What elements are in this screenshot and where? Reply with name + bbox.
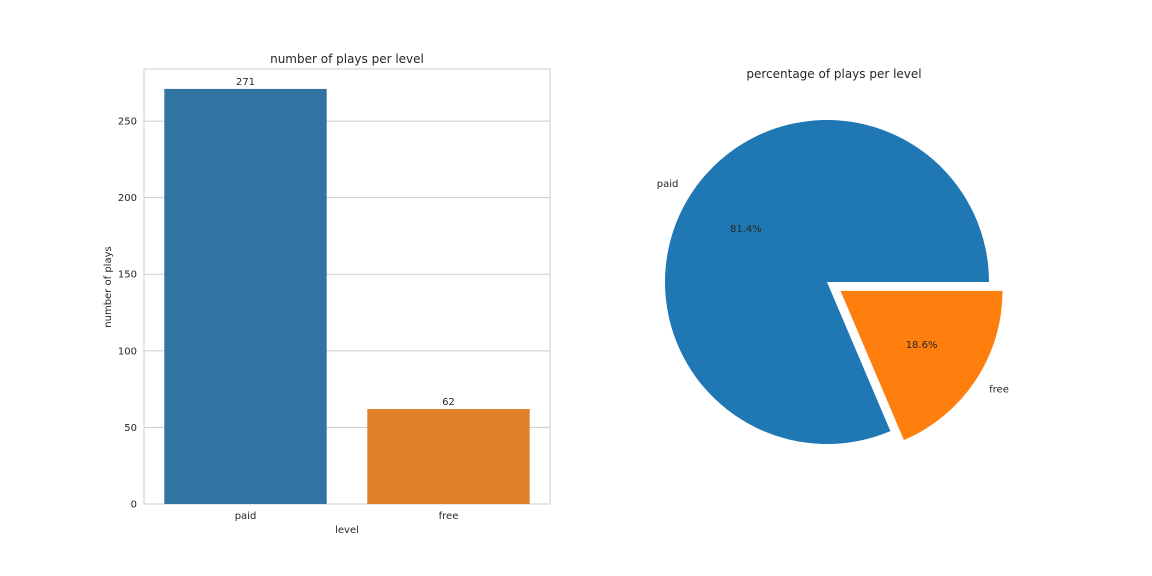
pie-category-label: paid [657, 179, 679, 190]
bar-x-tick-label: free [439, 511, 459, 522]
bar-y-axis-label: number of plays [103, 246, 114, 327]
pie-chart-title: percentage of plays per level [746, 67, 921, 81]
bar-y-tick-label: 250 [118, 117, 137, 128]
bar-data-label: 62 [442, 397, 455, 408]
bar-chart-title: number of plays per level [270, 52, 424, 66]
bar-chart: 0 50 100 150 200 250 paid free 271 62 number of… [103, 52, 551, 536]
pie-labels: paid 81.4% free 18.6% [657, 179, 1009, 396]
bar-y-tick-label: 150 [118, 270, 137, 281]
pie-percent-label: 18.6% [906, 340, 938, 351]
pie-slices [665, 120, 1003, 444]
pie-category-label: free [989, 385, 1009, 396]
bar-free [367, 409, 530, 504]
bar-x-tick-label: paid [235, 511, 257, 522]
pie-slice-free [840, 290, 1003, 441]
pie-slice-paid [665, 120, 990, 444]
bar-data-label: 271 [236, 77, 255, 88]
bar-y-ticks: 0 50 100 150 200 250 [118, 117, 137, 511]
pie-chart: percentage of plays per level paid 81.4% f… [657, 67, 1009, 444]
bar-paid [164, 88, 327, 504]
bar-data-labels: 271 62 [236, 77, 455, 408]
bar-series [164, 88, 530, 504]
bar-y-tick-label: 100 [118, 346, 137, 357]
bar-x-axis-label: level [335, 525, 359, 536]
pie-percent-label: 81.4% [730, 224, 762, 235]
bar-x-ticks: paid free [235, 511, 459, 522]
bar-y-tick-label: 50 [124, 423, 137, 434]
bar-y-tick-label: 200 [118, 193, 137, 204]
bar-y-tick-label: 0 [131, 500, 137, 511]
